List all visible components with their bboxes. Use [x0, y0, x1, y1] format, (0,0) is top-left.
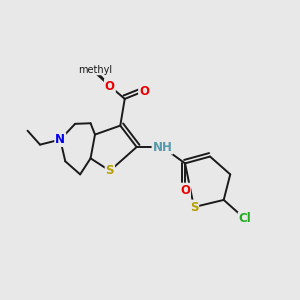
Text: O: O: [180, 184, 190, 196]
Text: methyl: methyl: [79, 65, 113, 75]
Text: O: O: [105, 80, 115, 93]
Text: S: S: [106, 164, 114, 177]
Text: O: O: [139, 85, 149, 98]
Text: Cl: Cl: [239, 212, 251, 226]
Text: S: S: [190, 201, 198, 214]
Text: NH: NH: [152, 140, 172, 154]
Text: N: N: [55, 133, 65, 146]
